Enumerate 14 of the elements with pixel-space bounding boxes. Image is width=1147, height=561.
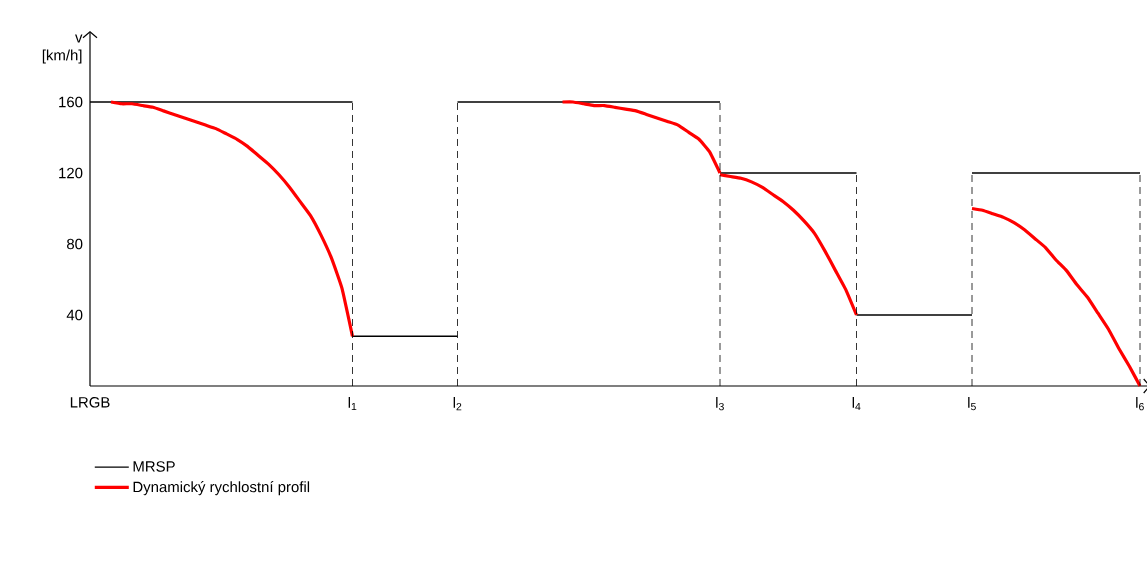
y-tick-label: 80 <box>67 238 83 250</box>
legend-label: MRSP <box>133 461 175 472</box>
x-tick-label: LRGB <box>70 397 110 408</box>
x-tick-label: l$_{3}$ <box>716 397 724 411</box>
x-tick-label: l$_{2}$ <box>453 397 462 411</box>
x-tick-label: l$_{5}$ <box>968 397 976 411</box>
x-tick-label: l$_{6}$ <box>1136 397 1144 411</box>
y-tick-label: 160 <box>59 96 83 108</box>
y-tick-label: 40 <box>66 309 83 321</box>
legend-label: Dynamický rychlostní profil <box>133 481 310 496</box>
x-tick-label: l$_{1}$ <box>348 397 357 411</box>
x-tick-label: l$_{4}$ <box>852 397 861 411</box>
y-tick-label: 120 <box>59 167 83 179</box>
y-axis-title: v [km/h] <box>42 34 83 64</box>
